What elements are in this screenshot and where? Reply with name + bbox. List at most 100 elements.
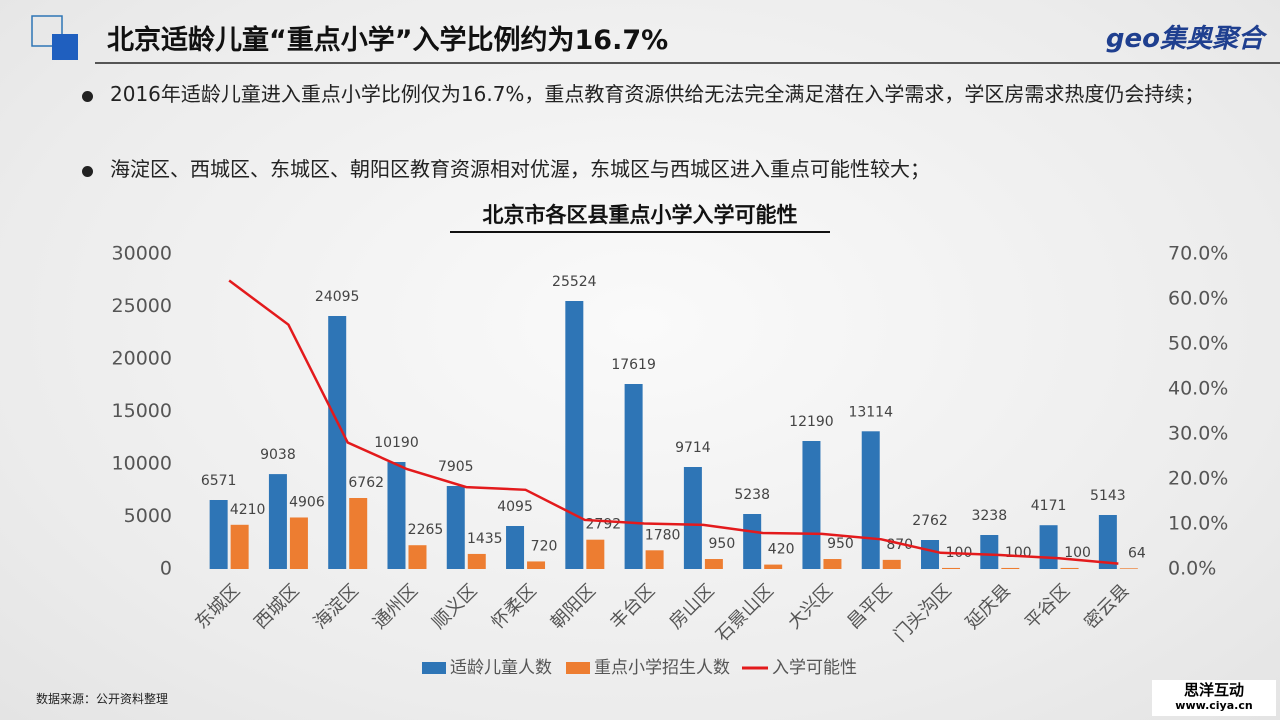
x-tick-label: 密云县 — [1080, 580, 1133, 633]
data-label: 5238 — [734, 487, 770, 503]
data-label: 2265 — [408, 522, 444, 538]
page-title: 北京适龄儿童“重点小学”入学比例约为16.7% — [107, 25, 669, 56]
x-tick-label: 朝阳区 — [547, 580, 600, 633]
x-tick-label: 门头沟区 — [890, 580, 956, 646]
bar — [387, 462, 406, 569]
y2-tick-label: 20.0% — [1168, 468, 1228, 490]
bar — [1098, 514, 1117, 569]
data-label: 100 — [1064, 545, 1091, 561]
y-tick-label: 0 — [160, 558, 172, 580]
data-label: 720 — [531, 538, 558, 554]
bar — [565, 300, 584, 569]
source: 数据来源：公开资料整理 — [36, 692, 169, 706]
data-label: 9038 — [260, 447, 296, 463]
x-tick-label: 平谷区 — [1021, 580, 1074, 633]
y2-tick-label: 60.0% — [1168, 288, 1228, 310]
data-label: 7905 — [438, 459, 474, 475]
data-label: 420 — [768, 542, 795, 558]
data-label: 64 — [1128, 545, 1146, 561]
bar — [882, 559, 901, 569]
data-label: 950 — [709, 536, 736, 552]
y-tick-label: 25000 — [112, 295, 172, 317]
bullet: 海淀区、西城区、东城区、朝阳区教育资源相对优渥，东城区与西城区进入重点可能性较大… — [82, 153, 1270, 186]
data-label: 17619 — [611, 357, 656, 373]
data-label: 6571 — [201, 473, 237, 489]
y2-tick-label: 70.0% — [1168, 243, 1228, 265]
legend-label: 适龄儿童人数 — [450, 658, 552, 678]
data-label: 12190 — [789, 414, 834, 430]
x-tick-label: 通州区 — [369, 580, 422, 633]
bar — [408, 545, 427, 569]
bar — [764, 564, 783, 569]
bar — [645, 550, 664, 569]
x-tick-label: 东城区 — [191, 580, 244, 633]
bar — [921, 539, 940, 569]
logo: geo集奥聚合 — [1105, 24, 1264, 54]
chart: 北京市各区县重点小学入学可能性 0 5000 10000 15000 20000 2500… — [112, 203, 1229, 678]
watermark-name: 思洋互动 — [1183, 681, 1244, 699]
bullet-text: 海淀区、西城区、东城区、朝阳区教育资源相对优渥，东城区与西城区进入重点可能性较大… — [110, 157, 930, 181]
bar — [1039, 525, 1058, 569]
line — [228, 279, 1119, 565]
legend-swatch — [566, 662, 590, 674]
data-label: 4171 — [1031, 498, 1067, 514]
bar — [230, 524, 249, 569]
legend-swatch — [422, 662, 446, 674]
data-label: 3238 — [971, 508, 1007, 524]
y2-tick-label: 30.0% — [1168, 423, 1228, 445]
bar — [268, 474, 287, 569]
x-tick-label: 昌平区 — [843, 580, 896, 633]
data-label: 5143 — [1090, 488, 1126, 504]
bar — [743, 514, 762, 569]
x-tick-label: 海淀区 — [310, 580, 363, 633]
bar — [980, 535, 999, 569]
legend-label: 入学可能性 — [772, 658, 857, 678]
bar — [527, 561, 546, 569]
y2-tick-label: 50.0% — [1168, 333, 1228, 355]
data-label: 4906 — [289, 494, 325, 510]
bullet-text: 2016年适龄儿童进入重点小学比例仅为16.7%，重点教育资源供给无法完全满足潜… — [110, 82, 1205, 106]
watermark-url: www.ciya.cn — [1175, 699, 1253, 712]
x-tick-label: 西城区 — [250, 580, 303, 633]
y-tick-label: 15000 — [112, 400, 172, 422]
bar — [704, 559, 723, 569]
data-label: 1435 — [467, 531, 503, 547]
data-label: 4210 — [230, 502, 266, 518]
chart-title: 北京市各区县重点小学入学可能性 — [483, 203, 798, 227]
bar — [942, 567, 961, 569]
legend-label: 重点小学招生人数 — [594, 658, 730, 678]
y-tick-label: 20000 — [112, 348, 172, 370]
x-tick-label: 石景山区 — [712, 580, 778, 646]
data-label: 1780 — [645, 527, 681, 543]
data-label: 950 — [827, 536, 854, 552]
data-label: 25524 — [552, 274, 597, 290]
y2-tick-label: 0.0% — [1168, 558, 1216, 580]
bar — [349, 497, 368, 569]
y2-tick-label: 10.0% — [1168, 513, 1228, 535]
x-tick-label: 丰台区 — [606, 580, 659, 633]
data-label: 6762 — [348, 475, 384, 491]
y-tick-label: 10000 — [112, 453, 172, 475]
x-tick-label: 大兴区 — [784, 580, 837, 633]
bar — [1001, 567, 1020, 569]
bar — [506, 526, 525, 569]
data-label: 9714 — [675, 440, 711, 456]
bar — [683, 467, 702, 569]
data-label: 24095 — [315, 289, 360, 305]
watermark: 思洋互动 www.ciya.cn — [1152, 680, 1276, 716]
bar — [1060, 567, 1079, 569]
header-rule — [95, 62, 1280, 64]
header-deco — [31, 15, 78, 60]
x-tick-label: 怀柔区 — [488, 580, 541, 633]
data-label: 13114 — [848, 404, 893, 420]
data-label: 4095 — [497, 499, 533, 515]
bar — [624, 384, 643, 569]
data-label: 10190 — [374, 435, 419, 451]
bar — [467, 553, 486, 569]
bar — [209, 500, 228, 569]
data-label: 2762 — [912, 513, 948, 529]
bar — [586, 539, 605, 569]
x-tick-label: 顺义区 — [428, 580, 481, 633]
bar — [823, 559, 842, 569]
